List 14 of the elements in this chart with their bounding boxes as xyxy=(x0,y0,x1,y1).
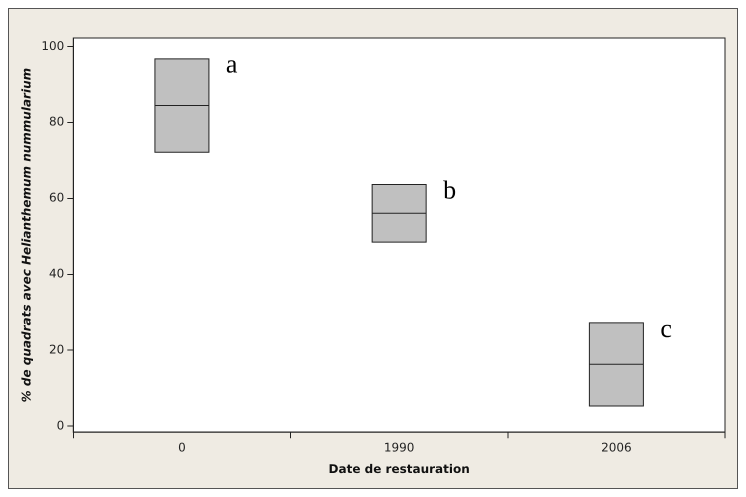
annotation: a xyxy=(226,50,238,79)
y-tick-label: 80 xyxy=(49,114,64,129)
y-tick-label: 100 xyxy=(41,38,64,53)
x-tick-label: 1990 xyxy=(384,440,414,455)
annotation: c xyxy=(660,314,672,343)
y-tick-label: 40 xyxy=(49,266,64,280)
x-axis-title: Date de restauration xyxy=(328,462,470,476)
x-tick-label: 2006 xyxy=(601,440,632,455)
y-tick-label: 0 xyxy=(56,418,64,432)
y-tick-label: 20 xyxy=(49,342,64,356)
y-tick-label: 60 xyxy=(49,190,64,205)
x-tick-label: 0 xyxy=(178,440,186,455)
y-axis-title: % de quadrats avec Helianthemum nummularium xyxy=(19,68,34,402)
annotation: b xyxy=(443,175,456,204)
